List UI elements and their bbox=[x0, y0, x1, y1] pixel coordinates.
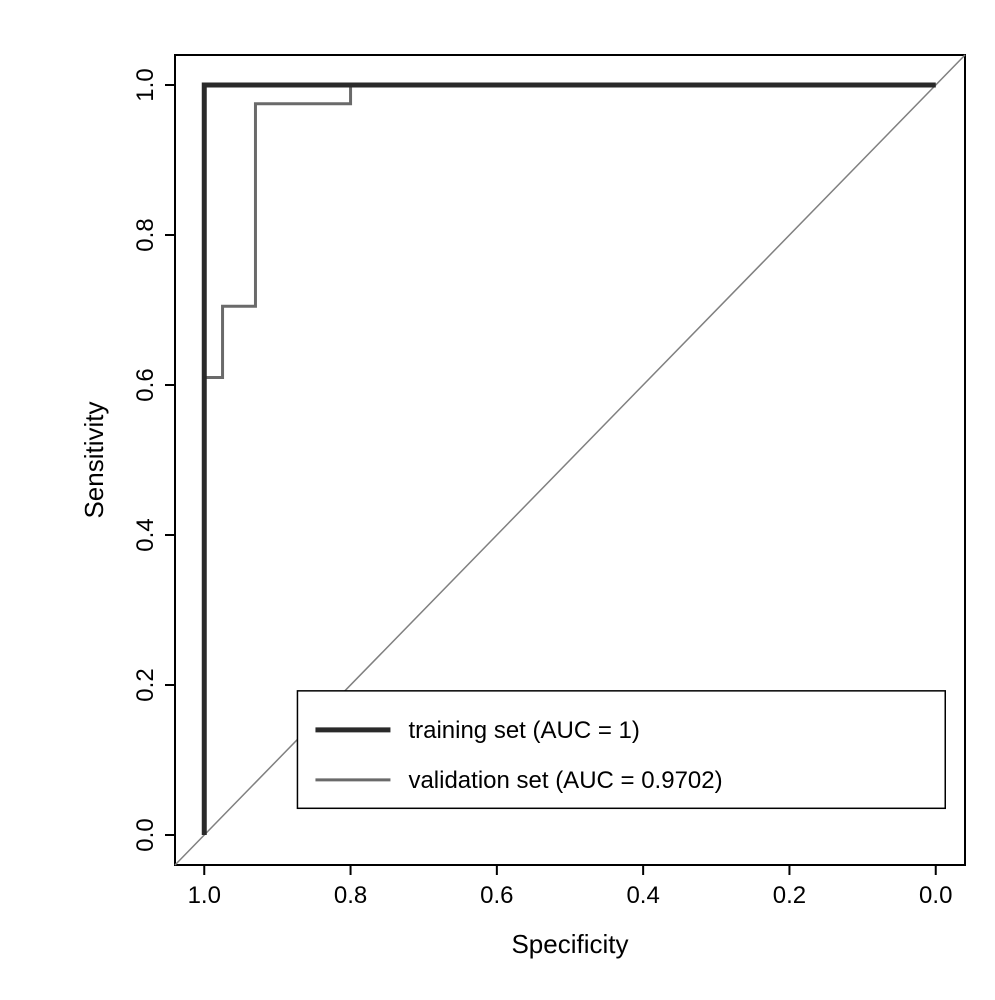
x-tick-label: 0.0 bbox=[919, 882, 952, 909]
roc-chart-svg: 1.0 0.8 0.6 0.4 0.2 0.0 Specificity 0.0 0.2 0.4 0.… bbox=[0, 0, 995, 1000]
y-tick-label: 0.0 bbox=[132, 818, 159, 851]
legend-label-training: training set (AUC = 1) bbox=[408, 717, 639, 744]
y-tick-label: 0.6 bbox=[132, 368, 159, 401]
y-tick-label: 0.8 bbox=[132, 218, 159, 251]
roc-chart-container: 1.0 0.8 0.6 0.4 0.2 0.0 Specificity 0.0 0.2 0.4 0.… bbox=[0, 0, 995, 1000]
x-tick-label: 0.8 bbox=[334, 882, 367, 909]
x-tick-label: 1.0 bbox=[188, 882, 221, 909]
x-tick-label: 0.4 bbox=[626, 882, 659, 909]
x-axis-label: Specificity bbox=[511, 929, 628, 959]
x-tick-label: 0.6 bbox=[480, 882, 513, 909]
y-axis-label: Sensitivity bbox=[79, 401, 109, 518]
y-tick-label: 1.0 bbox=[132, 68, 159, 101]
y-tick-label: 0.4 bbox=[132, 518, 159, 551]
x-tick-label: 0.2 bbox=[773, 882, 806, 909]
legend-label-validation: validation set (AUC = 0.9702) bbox=[408, 767, 722, 794]
y-tick-label: 0.2 bbox=[132, 668, 159, 701]
